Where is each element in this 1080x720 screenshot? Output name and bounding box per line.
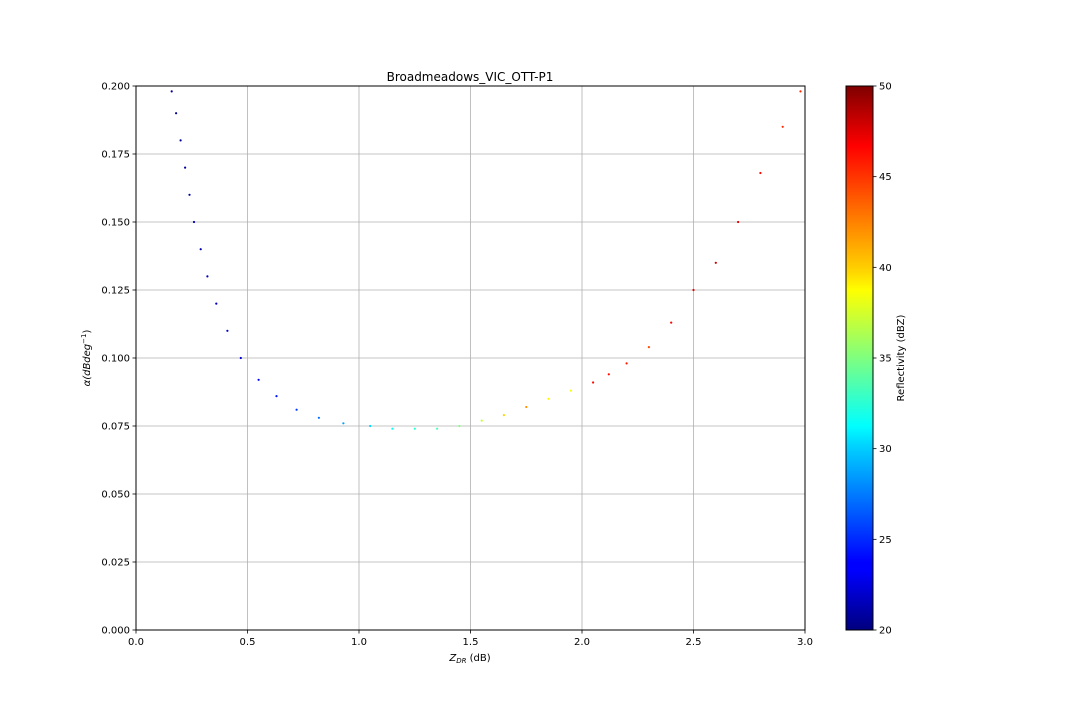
scatter-point [275, 395, 278, 398]
scatter-point [369, 424, 372, 428]
scatter-point [342, 422, 345, 425]
scatter-point [692, 288, 695, 292]
scatter-point [737, 220, 740, 224]
scatter-point [799, 90, 802, 93]
scatter-point [188, 193, 191, 196]
x-tick-label: 0.0 [128, 637, 144, 648]
scatter-point [391, 427, 394, 430]
chart-title: Broadmeadows_VIC_OTT-P1 [387, 70, 554, 84]
scatter-point [647, 346, 651, 349]
y-axis: 0.000 0.025 0.050 0.075 0.100 0.125 0.150 0.175… [101, 82, 136, 637]
scatter-point [206, 275, 209, 278]
scatter-point [179, 139, 182, 142]
scatter-point [317, 416, 320, 419]
scatter-point [759, 171, 762, 175]
y-tick-label: 0.200 [101, 82, 130, 93]
colorbar-tick-label: 20 [879, 626, 892, 637]
scatter-point [525, 405, 528, 409]
y-tick-label: 0.175 [101, 150, 130, 161]
y-tick-label: 0.025 [101, 558, 130, 569]
y-axis-label: α(dBdeg−1) [80, 330, 93, 387]
scatter-points [170, 90, 802, 430]
x-tick-label: 1.5 [463, 637, 479, 648]
scatter-point [184, 166, 187, 169]
y-tick-label: 0.125 [101, 286, 130, 297]
scatter-point [215, 302, 218, 305]
y-tick-label: 0.075 [101, 422, 130, 433]
colorbar-tick-label: 25 [879, 535, 892, 546]
scatter-point [175, 112, 178, 115]
x-tick-label: 1.0 [351, 637, 367, 648]
scatter-point [607, 373, 610, 376]
colorbar-tick-label: 30 [879, 444, 892, 455]
scatter-point [239, 356, 242, 360]
scatter-point [714, 261, 717, 264]
x-tick-label: 0.5 [240, 637, 256, 648]
scatter-point [547, 397, 550, 400]
scatter-point [592, 381, 595, 384]
colorbar-tick-label: 40 [879, 263, 892, 274]
y-tick-label: 0.100 [101, 354, 130, 365]
scatter-point [199, 248, 202, 251]
x-axis: 0.0 0.5 1.0 1.5 2.0 2.5 3.0 [128, 630, 813, 648]
grid-lines [135, 85, 806, 631]
scatter-point [295, 408, 298, 411]
x-axis-label: ZDR (dB) [448, 653, 490, 665]
scatter-point [569, 389, 573, 392]
y-tick-label: 0.000 [101, 626, 130, 637]
colorbar-label: Reflectivity (dBZ) [896, 314, 907, 401]
scatter-point [413, 427, 416, 430]
scatter-point [502, 414, 505, 417]
scatter-point [257, 378, 260, 381]
y-tick-label: 0.050 [101, 490, 130, 501]
scatter-point [480, 419, 483, 422]
scatter-point [170, 90, 173, 93]
x-tick-label: 2.5 [686, 637, 702, 648]
scatter-point [436, 427, 439, 430]
colorbar [845, 85, 874, 631]
scatter-point [670, 321, 673, 324]
scatter-point [781, 125, 784, 128]
colorbar-tick-label: 50 [879, 82, 892, 93]
scatter-point [226, 329, 229, 332]
y-tick-label: 0.150 [101, 218, 130, 229]
colorbar-tick-label: 45 [879, 172, 892, 183]
colorbar-ticks: 20 25 30 35 40 45 50 [873, 82, 892, 637]
scatter-point [458, 424, 461, 428]
scatter-point [192, 220, 196, 224]
scatter-point [625, 362, 628, 365]
x-tick-label: 2.0 [574, 637, 590, 648]
x-tick-label: 3.0 [797, 637, 813, 648]
colorbar-tick-label: 35 [879, 354, 892, 365]
